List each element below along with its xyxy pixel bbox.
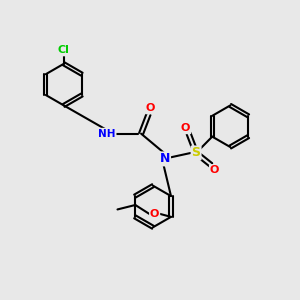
Text: N: N xyxy=(160,152,170,165)
Text: O: O xyxy=(150,209,159,219)
Text: O: O xyxy=(210,165,219,175)
Text: Cl: Cl xyxy=(58,45,70,56)
Text: O: O xyxy=(181,123,190,133)
Text: NH: NH xyxy=(98,129,116,139)
Text: O: O xyxy=(146,103,155,113)
Text: S: S xyxy=(192,146,201,160)
